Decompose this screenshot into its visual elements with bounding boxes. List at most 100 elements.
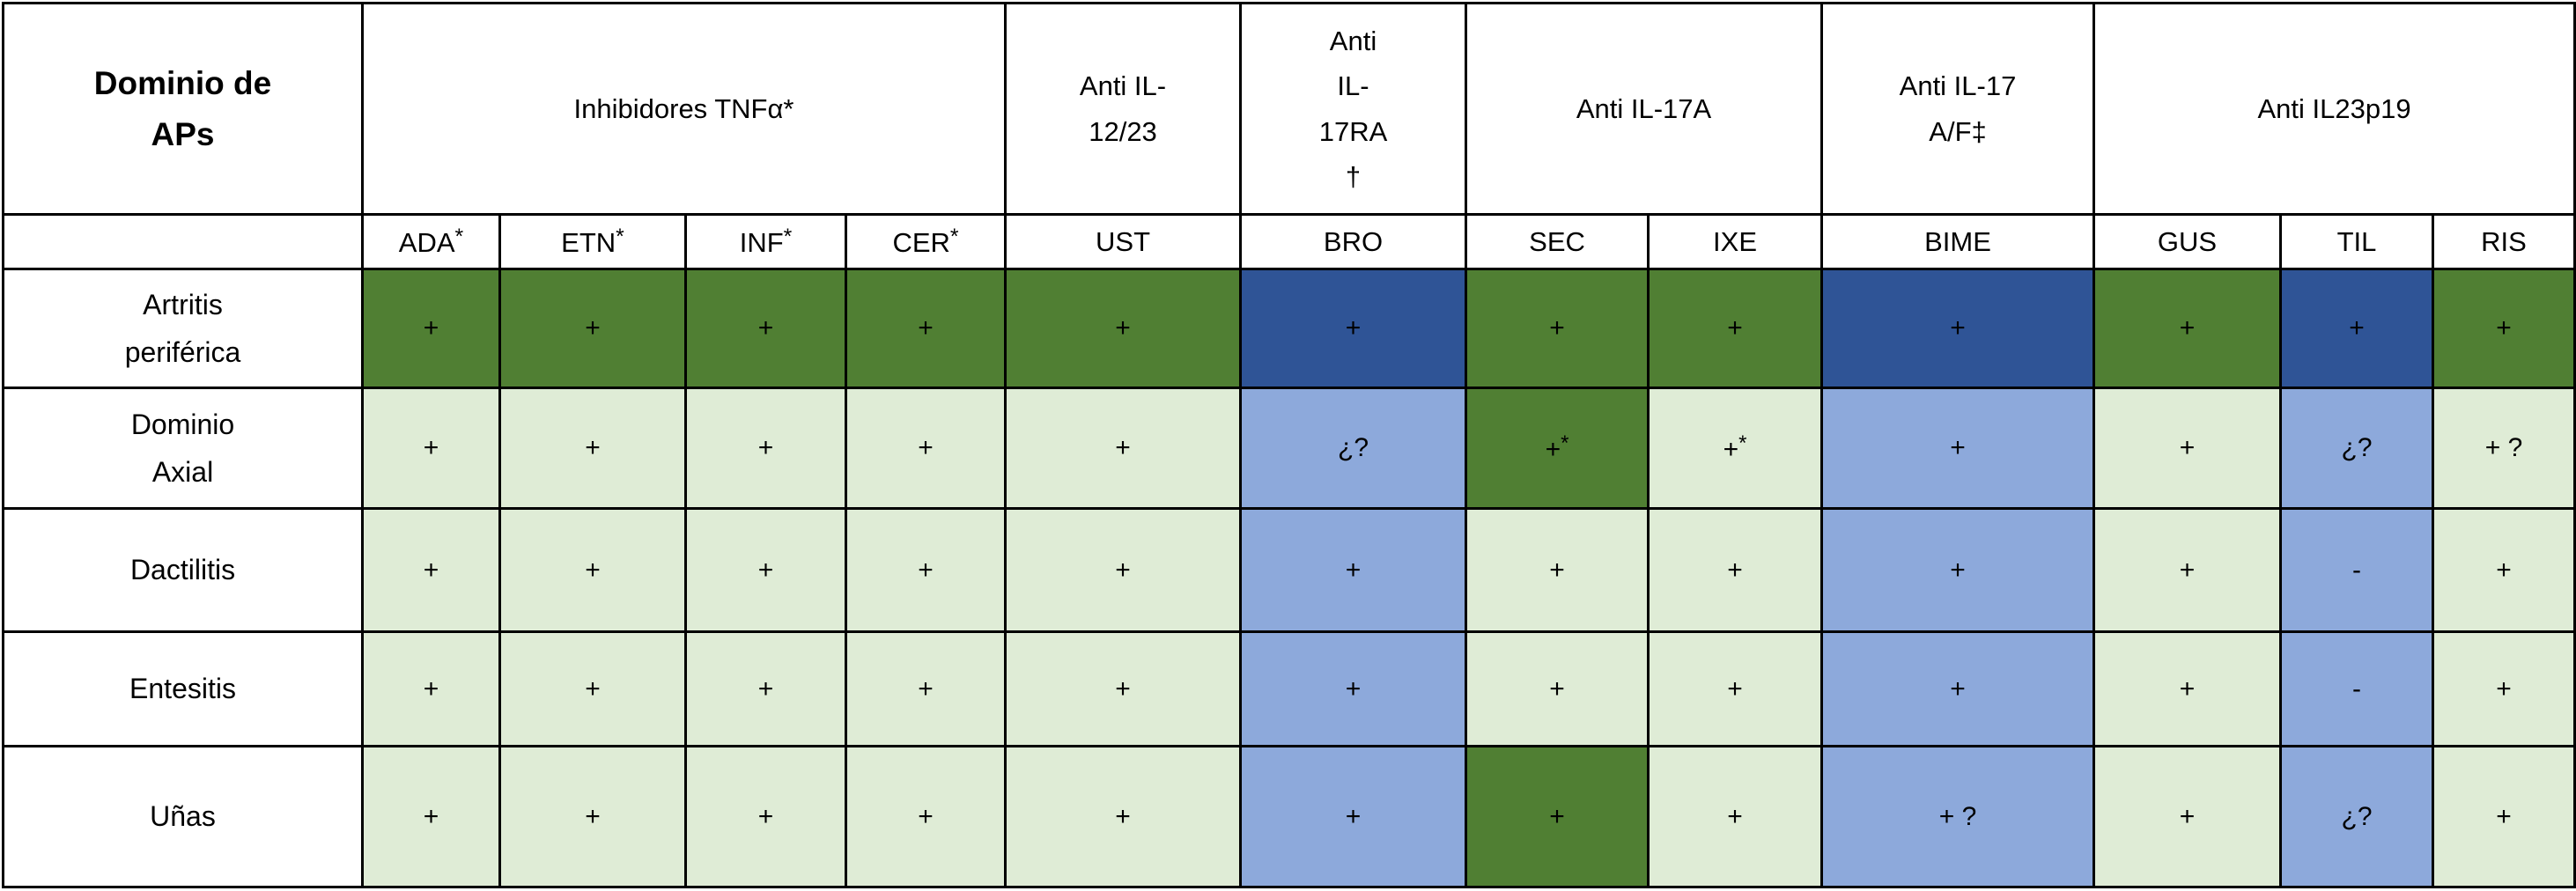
matrix-cell-inf: + [684, 268, 847, 389]
matrix-cell-bro: ¿? [1239, 387, 1468, 510]
cell-value: ¿? [2341, 433, 2373, 462]
table-row: Dominio Axial + + + + + ¿? +* +* + + ¿? + ? [2, 387, 2576, 510]
matrix-cell-bime: + ? [1820, 745, 2096, 888]
cell-value: + [2179, 433, 2196, 462]
cell-value: + [585, 555, 601, 585]
matrix-cell-bro: + [1239, 268, 1468, 389]
group-header-anti-il-12-23: Anti IL- 12/23 [1004, 2, 1243, 216]
matrix-cell-ada: + [361, 268, 501, 389]
cell-value: + [1549, 801, 1565, 831]
cell-value: + [1345, 674, 1362, 703]
matrix-cell-gus: + [2093, 630, 2283, 747]
domain-label: Entesitis [2, 630, 364, 747]
matrix-cell-ust: + [1004, 268, 1243, 389]
matrix-cell-til: + [2279, 268, 2435, 389]
cell-value: + ? [2484, 433, 2523, 462]
matrix-cell-gus: + [2093, 387, 2283, 510]
cell-value: ¿? [2341, 801, 2373, 831]
cell-value: + [585, 433, 601, 462]
cell-value: ¿? [1338, 433, 1369, 462]
cell-value: + [1727, 313, 1743, 342]
cell-value: + [918, 555, 934, 585]
cell-value: + [2496, 674, 2512, 703]
cell-value: + [1115, 674, 1131, 703]
drug-header-ada: ADA* [361, 213, 501, 270]
matrix-cell-etn: + [498, 387, 687, 510]
cell-value: + [585, 313, 601, 342]
table-row: Uñas + + + + + + + + + ? + ¿? + [2, 745, 2576, 888]
table-row: Artritis periférica + + + + + + + + + + + + [2, 268, 2576, 389]
matrix-cell-ixe: +* [1647, 387, 1824, 510]
group-header-tnf-inhibitors: Inhibidores TNFα* [360, 2, 1008, 216]
matrix-cell-ada: + [361, 507, 501, 633]
matrix-cell-inf: + [684, 630, 847, 747]
matrix-cell-cer: + [844, 387, 1008, 510]
matrix-cell-bro: + [1239, 630, 1468, 747]
matrix-cell-bime: + [1820, 630, 2096, 747]
drug-header-bro: BRO [1239, 213, 1468, 270]
drug-header-til: TIL [2279, 213, 2435, 270]
domain-label: Dominio Axial [2, 387, 364, 510]
cell-value: + [757, 674, 774, 703]
cell-value: + ? [1938, 801, 1977, 831]
matrix-cell-ris: + [2432, 745, 2576, 888]
matrix-cell-til: ¿? [2279, 745, 2435, 888]
matrix-cell-bime: + [1820, 268, 2096, 389]
cell-value-superscript: * [1738, 431, 1747, 456]
cell-value: + [423, 801, 439, 831]
cell-value: + [1549, 555, 1565, 585]
matrix-cell-cer: + [844, 268, 1008, 389]
group-header-anti-il-17af: Anti IL-17 A/F‡ [1820, 2, 2096, 216]
matrix-cell-bro: + [1239, 745, 1468, 888]
matrix-cell-ixe: + [1647, 630, 1824, 747]
drug-header-gus: GUS [2093, 213, 2283, 270]
matrix-cell-sec: + [1465, 507, 1650, 633]
cell-value: + [1345, 313, 1362, 342]
drug-header-ris: RIS [2432, 213, 2576, 270]
cell-value: + [2349, 313, 2365, 342]
matrix-cell-gus: + [2093, 507, 2283, 633]
matrix-cell-ada: + [361, 745, 501, 888]
matrix-cell-ixe: + [1647, 745, 1824, 888]
matrix-cell-ris: + [2432, 268, 2576, 389]
matrix-cell-cer: + [844, 745, 1008, 888]
cell-value: + [1950, 555, 1966, 585]
matrix-cell-sec: + [1465, 630, 1650, 747]
matrix-cell-inf: + [684, 387, 847, 510]
cell-value: + [918, 313, 934, 342]
matrix-cell-ris: + [2432, 507, 2576, 633]
cell-value: + [2179, 313, 2196, 342]
cell-value: + [423, 674, 439, 703]
cell-value: + [1115, 801, 1131, 831]
matrix-cell-ixe: + [1647, 268, 1824, 389]
matrix-cell-ixe: + [1647, 507, 1824, 633]
matrix-cell-etn: + [498, 507, 687, 633]
matrix-cell-ust: + [1004, 507, 1243, 633]
matrix-cell-ada: + [361, 387, 501, 510]
drug-header-etn: ETN* [498, 213, 687, 270]
matrix-cell-ust: + [1004, 745, 1243, 888]
cell-value: + [918, 674, 934, 703]
group-header-anti-il-17a: Anti IL-17A [1465, 2, 1824, 216]
cell-value: + [1950, 674, 1966, 703]
matrix-cell-gus: + [2093, 268, 2283, 389]
cell-value: + [1549, 674, 1565, 703]
matrix-cell-ust: + [1004, 387, 1243, 510]
empty-header-cell [2, 213, 364, 270]
matrix-cell-til: - [2279, 630, 2435, 747]
cell-value: + [1950, 433, 1966, 462]
domains-column-header: Dominio de APs [2, 2, 364, 216]
cell-value-superscript: * [1561, 431, 1569, 456]
cell-value: + [1345, 801, 1362, 831]
cell-value: + [1345, 555, 1362, 585]
cell-value: + [1115, 433, 1131, 462]
matrix-cell-sec: + [1465, 268, 1650, 389]
cell-value: + [1727, 801, 1743, 831]
matrix-cell-bime: + [1820, 387, 2096, 510]
cell-value: + [2179, 674, 2196, 703]
cell-value: - [2352, 674, 2362, 703]
cell-value: + [918, 801, 934, 831]
cell-value: + [585, 674, 601, 703]
matrix-cell-bime: + [1820, 507, 2096, 633]
